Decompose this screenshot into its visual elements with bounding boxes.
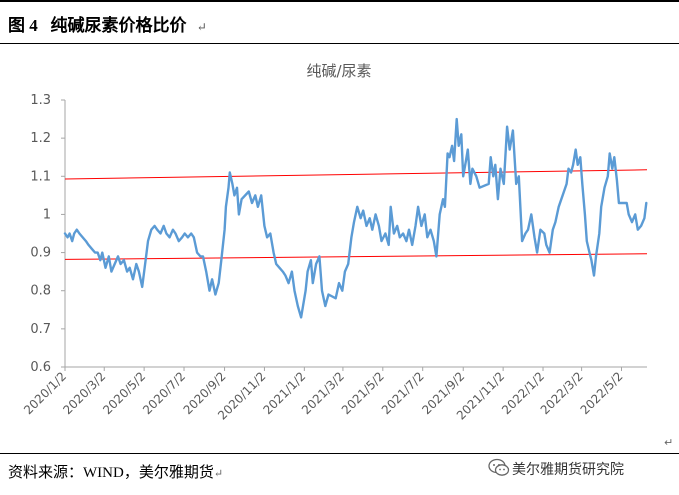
paragraph-mark-icon: ↵ [213, 468, 224, 480]
y-tick-label: 0.6 [30, 360, 51, 375]
x-tick-label: 2021/7/2 [379, 369, 427, 417]
top-rule [0, 0, 679, 2]
header-rule [0, 43, 679, 44]
y-tick-label: 1.2 [30, 131, 51, 146]
y-tick-labels: 0.6 0.7 0.8 0.9 1 1.1 1.2 1.3 [30, 93, 51, 375]
chart-svg: 纯碱/尿素 0.6 0.7 0.8 0.9 1 1.1 1.2 1.3 2020/1/2202… [21, 62, 648, 423]
y-tick-label: 0.7 [30, 322, 51, 337]
y-tick-label: 0.8 [30, 284, 51, 299]
figure-title: 图 4 纯碱尿素价格比价 ↵ [8, 11, 207, 36]
source-note: 资料来源：WIND，美尔雅期货↵ [8, 461, 223, 482]
trend-lines [64, 169, 648, 260]
x-tick-label: 2022/5/2 [578, 369, 626, 417]
paragraph-mark-icon: ↵ [664, 436, 674, 449]
x-tick-label: 2021/3/2 [299, 369, 347, 417]
wechat-icon [488, 458, 510, 476]
x-tick-label: 2020/7/2 [140, 369, 188, 417]
x-tick-label: 2020/3/2 [60, 369, 108, 417]
chart-area: 纯碱/尿素 0.6 0.7 0.8 0.9 1 1.1 1.2 1.3 2020/1/2 202… [1, 48, 673, 443]
trend-line [64, 169, 648, 180]
source-text: 资料来源：WIND，美尔雅期货 [8, 465, 214, 481]
y-tick-label: 1.3 [30, 93, 51, 108]
y-tick-label: 1 [43, 207, 51, 222]
x-tick-label: 2021/5/2 [339, 369, 387, 417]
paragraph-mark-icon: ↵ [196, 20, 207, 34]
x-tick-label: 2020/5/2 [100, 369, 148, 417]
chart-title: 纯碱/尿素 [306, 62, 371, 80]
figure-label: 图 4 [8, 16, 38, 35]
x-tick-label: 2022/3/2 [538, 369, 586, 417]
x-tick-labels: 2020/1/22020/3/22020/5/22020/7/22020/9/2… [21, 369, 626, 422]
series-line [63, 117, 648, 319]
trend-line [64, 253, 648, 260]
footer-rule [0, 453, 679, 454]
y-tick-label: 0.9 [30, 246, 51, 261]
figure-title-text: 纯碱尿素价格比价 [50, 16, 187, 35]
watermark-text: 美尔雅期货研究院 [512, 462, 624, 478]
y-tick-label: 1.1 [30, 169, 51, 184]
series-group [63, 117, 648, 319]
